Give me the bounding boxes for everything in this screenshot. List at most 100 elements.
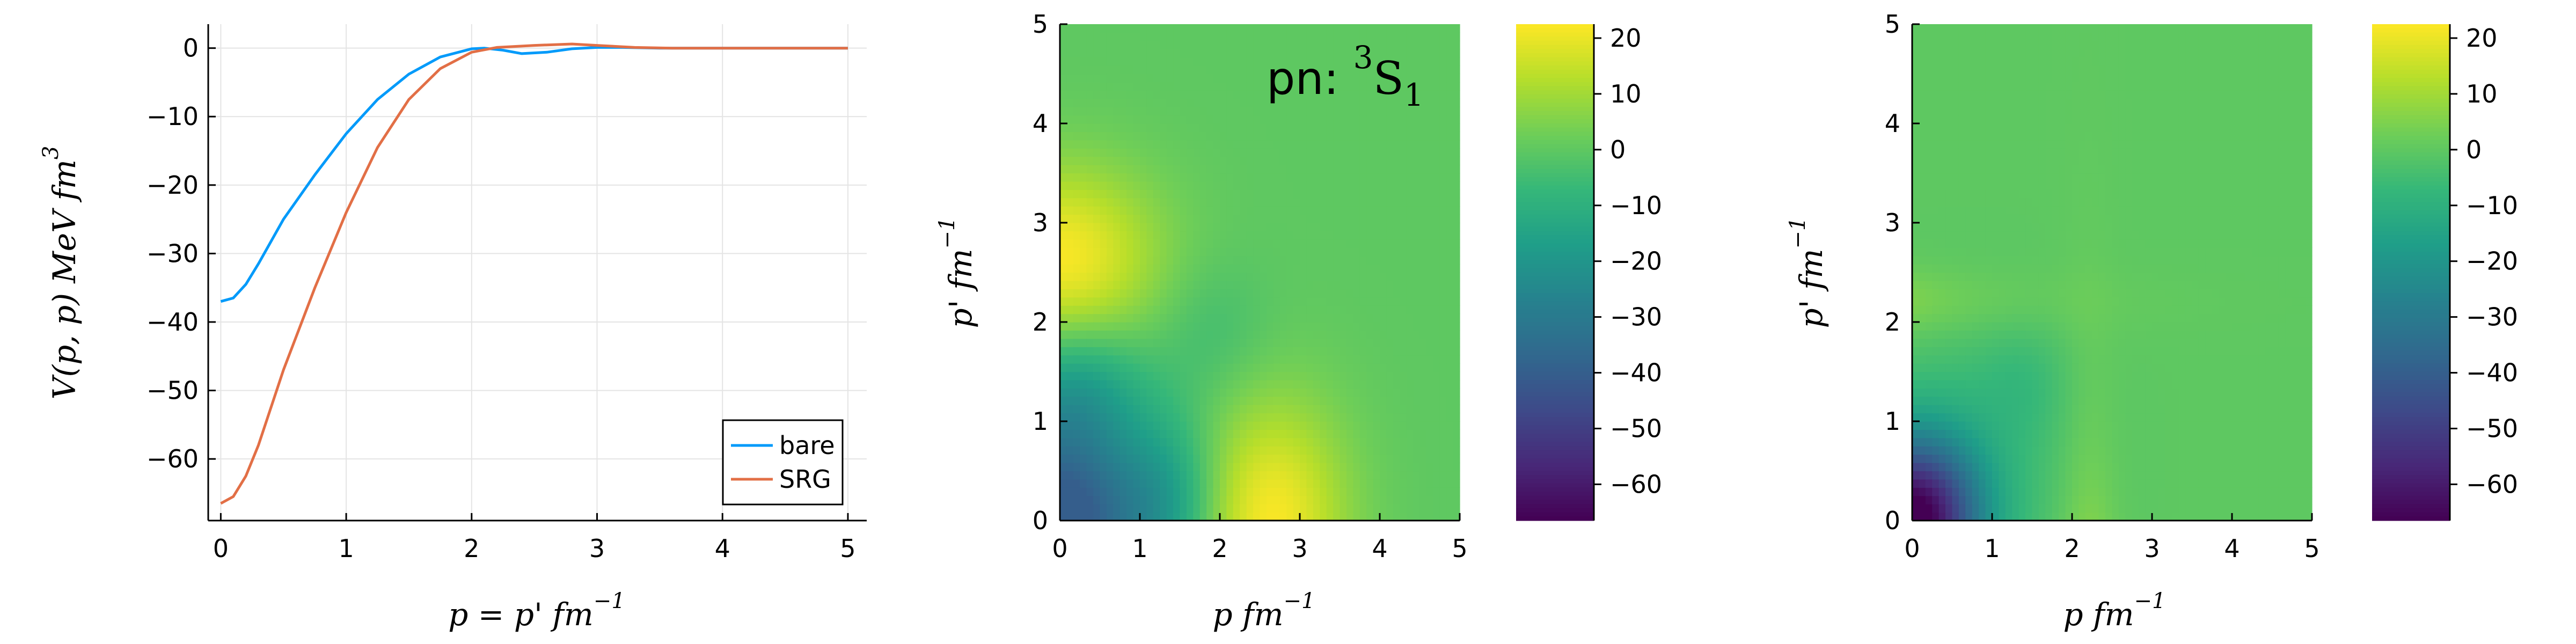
heatmap-cell bbox=[1919, 280, 1926, 289]
heatmap-cell bbox=[1393, 74, 1400, 83]
heatmap-cell bbox=[1333, 338, 1341, 347]
heatmap-cell bbox=[1293, 355, 1300, 364]
heatmap-cell bbox=[1080, 322, 1087, 331]
heatmap-cell bbox=[1173, 90, 1181, 99]
heatmap-cell bbox=[1353, 471, 1360, 480]
heatmap-cell bbox=[2032, 405, 2039, 414]
heatmap-cell bbox=[1413, 487, 1421, 496]
heatmap-cell bbox=[1346, 305, 1353, 314]
heatmap-cell bbox=[1119, 379, 1127, 389]
heatmap-cell bbox=[1246, 82, 1254, 91]
heatmap-cell bbox=[1958, 437, 1966, 447]
heatmap-cell bbox=[1400, 421, 1407, 430]
heatmap-cell bbox=[1306, 173, 1314, 182]
heatmap-cell bbox=[1293, 148, 1300, 157]
heatmap-cell bbox=[1919, 231, 1926, 240]
heatmap-cell bbox=[1999, 330, 2006, 339]
heatmap-cell bbox=[1366, 495, 1374, 504]
heatmap-cell bbox=[1346, 140, 1353, 149]
heatmap-cell bbox=[1972, 247, 1979, 257]
heatmap-cell bbox=[1086, 405, 1094, 414]
heatmap-cell bbox=[1080, 49, 1087, 58]
heatmap-cell bbox=[1146, 82, 1154, 91]
heatmap-cell bbox=[1153, 173, 1160, 182]
heatmap-cell bbox=[1313, 280, 1320, 289]
heatmap-cell bbox=[1273, 123, 1280, 133]
heatmap-cell bbox=[1206, 107, 1214, 116]
heatmap-cell bbox=[1279, 82, 1287, 91]
heatmap-cell bbox=[1153, 429, 1160, 438]
heatmap-cell bbox=[1266, 74, 1274, 83]
heatmap-cell bbox=[1300, 305, 1307, 314]
heatmap-cell bbox=[1439, 173, 1447, 182]
heatmap-cell bbox=[2005, 231, 2012, 240]
heatmap-cell bbox=[1293, 165, 1300, 174]
heatmap-cell bbox=[1279, 173, 1287, 182]
heatmap-cell bbox=[1380, 165, 1387, 174]
heatmap-cell bbox=[1380, 330, 1387, 339]
heatmap-cell bbox=[1073, 197, 1080, 207]
heatmap-cell bbox=[1093, 413, 1101, 422]
heatmap-cell bbox=[2012, 140, 2019, 149]
heatmap-cell bbox=[1346, 429, 1353, 438]
heatmap-cell bbox=[1186, 454, 1194, 463]
heatmap-cell bbox=[1912, 437, 1920, 447]
colorbar-segment bbox=[1516, 123, 1594, 128]
heatmap-cell bbox=[1300, 446, 1307, 455]
heatmap-cell bbox=[1326, 471, 1334, 480]
heatmap-cell bbox=[1240, 363, 1247, 372]
heatmap-cell bbox=[1153, 82, 1160, 91]
heatmap-cell bbox=[1060, 405, 1067, 414]
heatmap-cell bbox=[1419, 24, 1427, 33]
heatmap-cell bbox=[1133, 214, 1140, 223]
heatmap-cell bbox=[1306, 148, 1314, 157]
heatmap-cell bbox=[1992, 297, 2000, 306]
heatmap-cell bbox=[1246, 90, 1254, 99]
heatmap-cell bbox=[1133, 313, 1140, 323]
heatmap-cell bbox=[1213, 272, 1220, 281]
heatmap-cell bbox=[1080, 189, 1087, 199]
heatmap-cell bbox=[1173, 297, 1181, 306]
heatmap-cell bbox=[1260, 107, 1267, 116]
heatmap-cell bbox=[1206, 371, 1214, 380]
heatmap-cell bbox=[1419, 189, 1427, 199]
heatmap-cell bbox=[2012, 74, 2019, 83]
heatmap-cell bbox=[1306, 330, 1314, 339]
heatmap-cell bbox=[1186, 330, 1194, 339]
heatmap-cell bbox=[1999, 479, 2006, 488]
heatmap-cell bbox=[1266, 396, 1274, 405]
heatmap-cell bbox=[1945, 49, 1953, 58]
heatmap-cell bbox=[1945, 495, 1953, 504]
heatmap-cell bbox=[1226, 40, 1234, 49]
heatmap-cell bbox=[1912, 429, 1920, 438]
heatmap-cell bbox=[1193, 74, 1201, 83]
heatmap-cell bbox=[2005, 206, 2012, 215]
heatmap-cell bbox=[1400, 65, 1407, 75]
heatmap-cell bbox=[1153, 413, 1160, 422]
heatmap-cell bbox=[1419, 437, 1427, 447]
heatmap-cell bbox=[1313, 148, 1320, 157]
heatmap-cell bbox=[1945, 173, 1953, 182]
heatmap-cell bbox=[1180, 32, 1187, 41]
heatmap-cell bbox=[1373, 379, 1380, 389]
heatmap-cell bbox=[1972, 173, 1979, 182]
heatmap-cell bbox=[1938, 148, 1946, 157]
heatmap-cell bbox=[1060, 330, 1067, 339]
heatmap-cell bbox=[1300, 90, 1307, 99]
heatmap-cell bbox=[1326, 363, 1334, 372]
heatmap-cell bbox=[1413, 363, 1421, 372]
heatmap-cell bbox=[1999, 264, 2006, 273]
heatmap-cell bbox=[1999, 363, 2006, 372]
heatmap-cell bbox=[1333, 82, 1341, 91]
heatmap-cell bbox=[1919, 131, 1926, 141]
heatmap-cell bbox=[1346, 165, 1353, 174]
heatmap-cell bbox=[1260, 379, 1267, 389]
heatmap-cell bbox=[1453, 388, 1460, 397]
heatmap-cell bbox=[1220, 206, 1227, 215]
heatmap-cell bbox=[1199, 379, 1207, 389]
heatmap-cell bbox=[1439, 487, 1447, 496]
heatmap-cell bbox=[1413, 107, 1421, 116]
heatmap-cell bbox=[1246, 479, 1254, 488]
heatmap-cell bbox=[2018, 255, 2026, 265]
heatmap-cell bbox=[1346, 98, 1353, 107]
